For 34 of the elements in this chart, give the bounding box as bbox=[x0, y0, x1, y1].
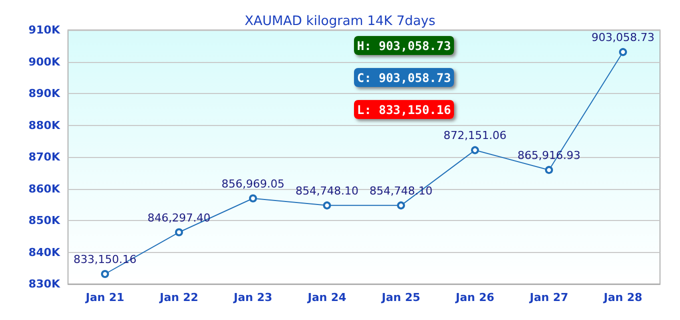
y-tick-label: 850K bbox=[28, 214, 60, 227]
data-label: 854,748.10 bbox=[296, 184, 358, 198]
y-tick-label: 890K bbox=[28, 87, 60, 100]
x-tick-label: Jan 28 bbox=[602, 291, 642, 304]
x-tick-label: Jan 24 bbox=[306, 291, 347, 304]
annotation: C: 903,058.73 bbox=[357, 71, 451, 85]
data-label: 903,058.73 bbox=[592, 31, 654, 44]
chart-title: XAUMAD kilogram 14K 7days bbox=[244, 14, 436, 29]
point bbox=[175, 228, 183, 236]
y-tick-label: 910K bbox=[28, 24, 60, 36]
point bbox=[249, 194, 257, 202]
y-tick-label: 880K bbox=[28, 118, 60, 132]
x-tick-label: Jan 23 bbox=[232, 291, 272, 304]
y-tick-label: 900K bbox=[28, 55, 60, 68]
x-tick-label: Jan 22 bbox=[158, 291, 198, 304]
annotation: L: 833,150.16 bbox=[357, 103, 451, 117]
annotation: H: 903,058.73 bbox=[357, 39, 451, 53]
point bbox=[619, 48, 627, 56]
x-tick-label: Jan 25 bbox=[380, 291, 420, 304]
data-label: 856,969.05 bbox=[222, 177, 284, 190]
y-tick-label: 870K bbox=[28, 150, 60, 164]
x-tick-label: Jan 27 bbox=[528, 291, 568, 304]
x-tick-label: Jan 21 bbox=[84, 291, 124, 304]
y-tick-label: 840K bbox=[28, 246, 60, 259]
data-label: 872,151.06 bbox=[444, 129, 506, 142]
point bbox=[101, 270, 109, 278]
point bbox=[471, 146, 479, 154]
point bbox=[397, 201, 405, 210]
point bbox=[323, 201, 331, 210]
point bbox=[545, 166, 553, 174]
x-tick-label: Jan 26 bbox=[454, 291, 495, 304]
y-tick-label: 860K bbox=[28, 182, 60, 196]
y-tick-label: 830K bbox=[28, 278, 60, 290]
data-label: 846,297.40 bbox=[148, 211, 210, 224]
